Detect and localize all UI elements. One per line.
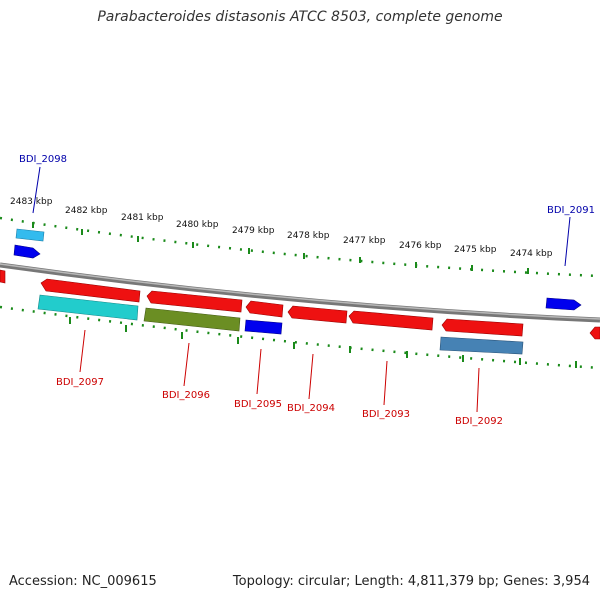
outer-major-ticks bbox=[32, 222, 529, 274]
inner-tick-track bbox=[0, 305, 600, 370]
forward-features bbox=[0, 228, 582, 311]
connector-bdi-2093 bbox=[383, 360, 388, 406]
inner-major-ticks bbox=[69, 317, 577, 368]
tick-label: 2481 kbp bbox=[121, 213, 164, 223]
connector-bdi-2096 bbox=[183, 342, 190, 387]
connector-bdi-2097 bbox=[79, 329, 86, 373]
gene-feature-bdi-2092[interactable] bbox=[441, 318, 524, 337]
gene-feature-bdi-2096[interactable] bbox=[146, 290, 243, 313]
tick-label: 2479 kbp bbox=[232, 226, 275, 236]
label-connectors bbox=[32, 166, 571, 413]
gene-label-bdi-2095[interactable]: BDI_2095 bbox=[234, 399, 282, 410]
gene-feature-edge-right[interactable] bbox=[589, 326, 600, 340]
connector-bdi-2092 bbox=[476, 367, 480, 413]
gene-label-bdi-2093[interactable]: BDI_2093 bbox=[362, 409, 410, 420]
gene-feature-bdi-2095[interactable] bbox=[244, 319, 283, 335]
connector-bdi-2094 bbox=[308, 353, 314, 400]
gene-feature-bdi-2096-cog[interactable] bbox=[143, 307, 241, 332]
gene-feature-edge-left[interactable] bbox=[0, 269, 6, 284]
genome-summary: Topology: circular; Length: 4,811,379 bp… bbox=[232, 574, 590, 589]
map-title: Parabacteroides distasonis ATCC 8503, co… bbox=[97, 9, 503, 25]
gene-feature-bdi-2091[interactable] bbox=[545, 297, 582, 311]
gene-feature-bdi-2093[interactable] bbox=[348, 310, 434, 331]
gene-feature-bdi-2097[interactable] bbox=[40, 278, 141, 303]
gene-feature-bdi-2097-cog[interactable] bbox=[37, 294, 139, 321]
gene-feature-bdi-2094[interactable] bbox=[287, 305, 348, 324]
connector-bdi-2098 bbox=[32, 166, 41, 214]
outer-tick-track bbox=[0, 216, 600, 278]
connector-bdi-2095 bbox=[256, 348, 262, 395]
gene-feature-bdi-2095-red[interactable] bbox=[245, 300, 284, 318]
tick-label: 2480 kbp bbox=[176, 220, 219, 230]
tick-label: 2474 kbp bbox=[510, 249, 553, 259]
gene-label-bdi-2098[interactable]: BDI_2098 bbox=[19, 154, 67, 165]
reverse-features bbox=[37, 278, 600, 355]
gene-label-bdi-2097[interactable]: BDI_2097 bbox=[56, 377, 104, 388]
gene-label-bdi-2091[interactable]: BDI_2091 bbox=[547, 205, 595, 216]
connector-bdi-2091 bbox=[564, 216, 571, 267]
tick-label: 2475 kbp bbox=[454, 245, 497, 255]
gene-feature-bdi-2092-cog[interactable] bbox=[439, 336, 524, 355]
gene-label-bdi-2094[interactable]: BDI_2094 bbox=[287, 403, 335, 414]
tick-label: 2482 kbp bbox=[65, 206, 108, 216]
tick-labels: 2483 kbp 2482 kbp 2481 kbp 2480 kbp 2479… bbox=[10, 197, 553, 259]
gene-feature-bdi-2098-cog[interactable] bbox=[15, 228, 45, 242]
gene-label-bdi-2096[interactable]: BDI_2096 bbox=[162, 390, 210, 401]
accession-label: Accession: NC_009615 bbox=[9, 574, 157, 589]
tick-label: 2476 kbp bbox=[399, 241, 442, 251]
gene-labels: BDI_2098 BDI_2091 BDI_2097 BDI_2096 BDI_… bbox=[19, 154, 595, 427]
tick-label: 2477 kbp bbox=[343, 236, 386, 246]
backbone bbox=[0, 262, 600, 323]
gene-label-bdi-2092[interactable]: BDI_2092 bbox=[455, 416, 503, 427]
tick-label: 2483 kbp bbox=[10, 197, 53, 207]
gene-feature-bdi-2098[interactable] bbox=[13, 244, 41, 259]
tick-label: 2478 kbp bbox=[287, 231, 330, 241]
